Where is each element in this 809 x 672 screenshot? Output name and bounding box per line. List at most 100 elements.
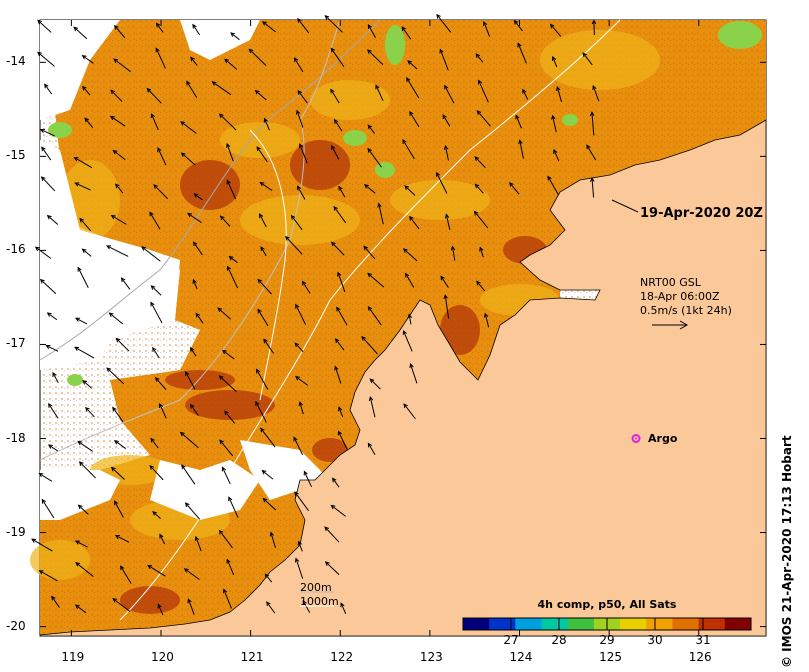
current-vector — [298, 541, 303, 552]
current-vector — [79, 461, 97, 479]
current-vector — [259, 213, 267, 228]
current-vector-head — [295, 109, 301, 115]
current-vector-head — [185, 370, 190, 376]
current-vector-head — [41, 498, 46, 504]
current-vector — [75, 562, 94, 578]
current-vector — [334, 366, 342, 384]
credit-text: © IMOS 21-Apr-2020 17:13 Hobart — [780, 435, 794, 668]
current-vector-head — [157, 147, 162, 153]
current-vector — [331, 145, 340, 160]
current-vector — [296, 110, 304, 128]
date-pointer — [611, 199, 639, 213]
current-vector — [517, 43, 527, 64]
current-vector — [229, 256, 238, 264]
current-vector-head — [474, 156, 480, 161]
current-vector — [476, 281, 486, 292]
current-vector-head — [112, 406, 117, 412]
current-vector-head — [110, 466, 116, 472]
current-vector-head — [476, 110, 482, 115]
current-vector-head — [367, 23, 373, 29]
current-vector — [190, 57, 198, 66]
current-vector — [51, 596, 60, 608]
current-vector — [262, 21, 276, 33]
current-vector — [367, 24, 376, 38]
current-vector — [297, 18, 310, 34]
current-vector — [333, 206, 347, 224]
vector-scale: 0.5m/s (1kt 24h) — [640, 304, 732, 317]
cloud-mask — [40, 470, 120, 520]
current-vector-head — [226, 142, 231, 148]
current-vector — [110, 115, 126, 127]
sst-cool-patch — [310, 80, 390, 120]
current-vector — [152, 511, 161, 520]
current-vector-head — [409, 363, 414, 369]
current-vector-head — [333, 205, 338, 211]
sst-hot-patch — [120, 586, 180, 614]
current-vector-head — [375, 84, 380, 90]
lon-tick-label: 125 — [599, 650, 623, 664]
current-vector — [185, 371, 196, 390]
current-vector-head — [149, 211, 154, 217]
current-vector-head — [261, 21, 267, 26]
current-vector-head — [324, 561, 330, 566]
current-vector-head — [259, 213, 264, 219]
current-vector-head — [108, 312, 114, 317]
current-vector — [48, 444, 58, 452]
current-vector — [222, 350, 235, 360]
current-vector — [295, 376, 309, 386]
current-vector — [522, 89, 529, 100]
current-vector-head — [366, 49, 372, 54]
current-vector — [78, 504, 89, 515]
current-vector-head — [332, 477, 337, 483]
current-vector-head — [443, 144, 449, 150]
current-vector — [295, 558, 304, 579]
current-vector-head — [226, 558, 231, 564]
current-vector — [369, 378, 381, 390]
current-vector-head — [402, 248, 408, 253]
current-vector — [255, 401, 267, 423]
sst-cool-patch — [30, 540, 90, 580]
current-vector-head — [295, 303, 300, 309]
current-vector-head — [254, 89, 260, 95]
current-vector-head — [41, 146, 46, 152]
current-vector-head — [294, 557, 300, 563]
current-vector — [591, 112, 595, 136]
current-vector-head — [74, 346, 80, 351]
current-vector-head — [179, 431, 185, 437]
current-vector-head — [180, 121, 186, 126]
current-vector-head — [407, 60, 412, 65]
current-vector-head — [336, 306, 341, 312]
current-vector-head — [153, 184, 158, 189]
current-vector-head — [79, 217, 85, 223]
sst-hot-patch — [440, 305, 480, 355]
current-vector-head — [294, 342, 300, 348]
current-vector-head — [401, 26, 406, 32]
current-vector-head — [285, 235, 290, 241]
current-vector — [151, 113, 159, 131]
current-vector — [110, 89, 123, 102]
current-vector-head — [183, 568, 189, 573]
current-vector-head — [110, 215, 116, 220]
current-vector — [113, 58, 131, 73]
current-vector — [436, 172, 448, 194]
current-vector-head — [113, 58, 119, 63]
current-vector — [184, 568, 200, 580]
current-vector-head — [450, 245, 456, 251]
current-vector — [302, 281, 311, 294]
current-vector — [115, 535, 130, 543]
current-vector — [474, 211, 489, 229]
current-vector — [157, 147, 167, 166]
current-vector — [226, 559, 235, 576]
current-vector — [74, 346, 95, 359]
current-vector — [112, 407, 124, 423]
current-vector-head — [194, 535, 200, 541]
current-vector — [219, 375, 237, 393]
current-vector — [264, 574, 273, 583]
current-vector — [82, 248, 92, 257]
current-vector — [40, 279, 57, 295]
current-vector — [147, 565, 166, 577]
current-vector-head — [302, 600, 307, 606]
current-vector-head — [81, 55, 87, 60]
current-vector — [75, 317, 88, 325]
current-vector — [302, 600, 311, 613]
